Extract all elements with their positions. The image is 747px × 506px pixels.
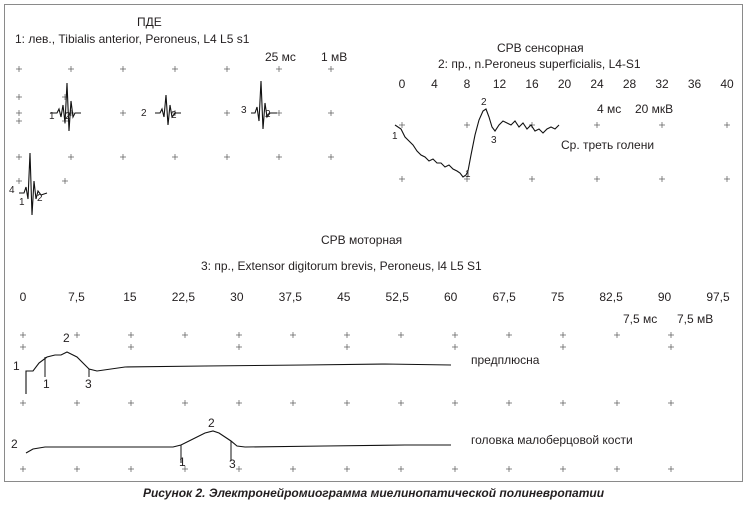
sensory-marker: 1: [465, 169, 471, 180]
motor-tick-label: 52,5: [385, 290, 409, 304]
pde-scale-time: 25 мс: [265, 50, 296, 64]
sensory-tick-label: 32: [655, 77, 669, 91]
pde-title: ПДЕ: [137, 15, 162, 29]
sensory-tick-label: 36: [687, 77, 702, 91]
motor-tick-label: 37,5: [278, 290, 302, 304]
sensory-tick-label: 0: [398, 77, 406, 91]
motor-trace-id: 1: [13, 359, 20, 373]
motor-tick-label: 22,5: [171, 290, 196, 304]
pde-trace-2: [155, 94, 181, 126]
sensory-tick-label: 12: [492, 77, 507, 91]
motor-marker: 2: [208, 416, 215, 430]
figure-caption: Рисунок 2. Электронейромиограмма миелино…: [142, 486, 605, 500]
sensory-tick-label: 16: [525, 77, 539, 91]
figure-drawing: [16, 66, 730, 472]
pde-trace-3: [251, 80, 277, 130]
sensory-tick-label: 24: [590, 77, 604, 91]
motor-tick-label: 30: [230, 290, 244, 304]
motor-tick-label: 75: [550, 290, 565, 304]
motor-marker: 3: [229, 457, 236, 471]
pde-trace-4: [19, 152, 48, 216]
motor-traces: [25, 351, 452, 454]
motor-scale-amp: 7,5 мВ: [677, 312, 714, 326]
motor-site-label: головка малоберцовой кости: [471, 433, 633, 447]
pde-marker: 1: [19, 197, 25, 208]
sensory-site-label: Ср. треть голени: [561, 138, 655, 152]
pde-marker: 1: [49, 111, 55, 122]
motor-marker: 2: [63, 331, 70, 345]
pde-scale-amp: 1 мВ: [321, 50, 348, 64]
motor-tick-label: 15: [123, 290, 137, 304]
motor-trace-1: [25, 351, 452, 394]
motor-tick-label: 60: [444, 290, 458, 304]
motor-tick-label: 82,5: [599, 290, 623, 304]
pde-subtitle: 1: лев., Tibialis anterior, Peroneus, L4…: [15, 32, 250, 46]
motor-trace-id: 2: [11, 437, 18, 451]
motor-title: СРВ моторная: [321, 233, 403, 247]
motor-marker: 1: [43, 377, 50, 391]
pde-marker: 2: [141, 108, 147, 119]
sensory-subtitle: 2: пр., n.Peroneus superficialis, L4-S1: [438, 57, 641, 71]
pde-marker: 4: [9, 185, 15, 196]
motor-scale-time: 7,5 мс: [623, 312, 658, 326]
motor-marker: 1: [179, 455, 186, 469]
motor-marker-ticks: [44, 357, 232, 463]
motor-subtitle: 3: пр., Extensor digitorum brevis, Peron…: [201, 259, 482, 273]
pde-marker: 2: [171, 110, 177, 121]
pde-marker: 2: [65, 111, 71, 122]
pde-traces: [19, 80, 277, 216]
sensory-tick-label: 20: [557, 77, 572, 91]
pde-marker: 2: [37, 193, 43, 204]
sensory-scale-amp: 20 мкВ: [635, 102, 674, 116]
motor-site-label: предплюсна: [471, 353, 540, 367]
motor-tick-label: 0: [19, 290, 27, 304]
sensory-marker: 2: [481, 97, 487, 108]
sensory-marker: 1: [392, 131, 398, 142]
pde-marker: 3: [241, 105, 247, 116]
emg-figure: ПДЕ 1: лев., Tibialis anterior, Peroneus…: [4, 4, 743, 482]
sensory-trace: [394, 108, 560, 178]
sensory-tick-label: 4: [431, 77, 438, 91]
sensory-title: СРВ сенсорная: [497, 41, 584, 55]
pde-trace-1: [50, 82, 81, 132]
motor-tick-label: 67,5: [492, 290, 516, 304]
motor-tick-label: 97,5: [706, 290, 730, 304]
sensory-tick-label: 40: [720, 77, 734, 91]
pde-marker: 2: [265, 109, 271, 120]
sensory-scale-time: 4 мс: [597, 102, 622, 116]
sensory-tick-label: 8: [463, 77, 471, 91]
sensory-marker: 3: [491, 135, 497, 146]
sensory-tick-label: 28: [622, 77, 637, 91]
motor-tick-label: 45: [337, 290, 351, 304]
motor-tick-label: 90: [657, 290, 672, 304]
motor-trace-2: [25, 430, 451, 454]
motor-tick-label: 7,5: [68, 290, 85, 304]
grid-markers: [16, 66, 730, 472]
motor-marker: 3: [85, 377, 92, 391]
